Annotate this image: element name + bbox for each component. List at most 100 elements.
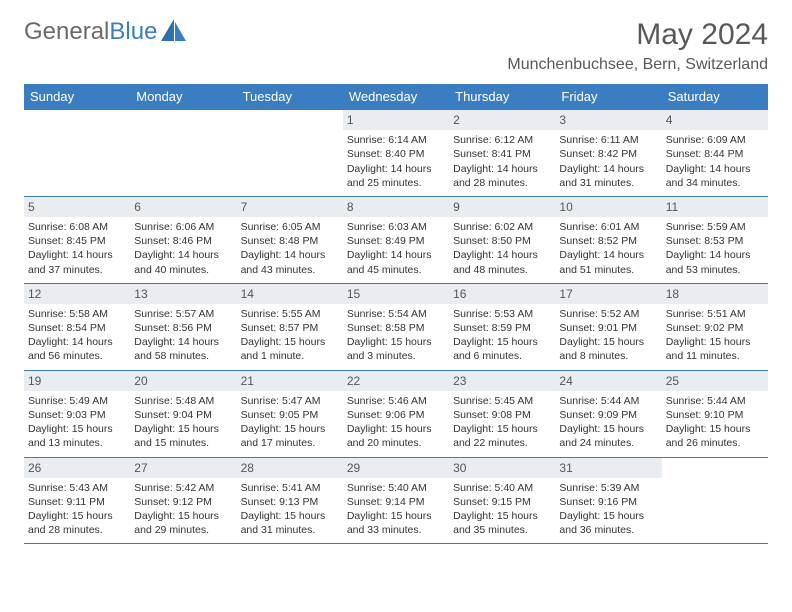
- calendar-cell: 21Sunrise: 5:47 AMSunset: 9:05 PMDayligh…: [237, 370, 343, 457]
- day-header: Friday: [555, 84, 661, 110]
- cell-line: Sunrise: 5:52 AM: [559, 307, 657, 321]
- cell-line: Daylight: 15 hours and 8 minutes.: [559, 335, 657, 363]
- cell-line: Sunset: 9:12 PM: [134, 495, 232, 509]
- day-number: 17: [555, 284, 661, 304]
- title-block: May 2024 Munchenbuchsee, Bern, Switzerla…: [507, 18, 768, 74]
- day-header: Thursday: [449, 84, 555, 110]
- day-number: 2: [449, 110, 555, 130]
- calendar-cell: 1Sunrise: 6:14 AMSunset: 8:40 PMDaylight…: [343, 110, 449, 197]
- calendar-row: 5Sunrise: 6:08 AMSunset: 8:45 PMDaylight…: [24, 196, 768, 283]
- day-number: 28: [237, 458, 343, 478]
- cell-line: Sunrise: 5:43 AM: [28, 481, 126, 495]
- calendar-body: ...1Sunrise: 6:14 AMSunset: 8:40 PMDayli…: [24, 110, 768, 544]
- day-number: 22: [343, 371, 449, 391]
- cell-line: Sunset: 9:05 PM: [241, 408, 339, 422]
- day-number: 21: [237, 371, 343, 391]
- cell-line: Sunrise: 5:42 AM: [134, 481, 232, 495]
- cell-line: Sunrise: 5:39 AM: [559, 481, 657, 495]
- cell-line: Sunset: 9:03 PM: [28, 408, 126, 422]
- cell-line: Sunrise: 6:11 AM: [559, 133, 657, 147]
- cell-line: Sunset: 8:41 PM: [453, 147, 551, 161]
- cell-line: Sunset: 9:06 PM: [347, 408, 445, 422]
- calendar-cell: 25Sunrise: 5:44 AMSunset: 9:10 PMDayligh…: [662, 370, 768, 457]
- cell-line: Sunrise: 5:48 AM: [134, 394, 232, 408]
- cell-line: Daylight: 15 hours and 33 minutes.: [347, 509, 445, 537]
- day-number: 12: [24, 284, 130, 304]
- cell-line: Daylight: 14 hours and 34 minutes.: [666, 162, 764, 190]
- day-header: Monday: [130, 84, 236, 110]
- cell-line: Sunrise: 6:05 AM: [241, 220, 339, 234]
- day-number: 13: [130, 284, 236, 304]
- calendar-cell: 8Sunrise: 6:03 AMSunset: 8:49 PMDaylight…: [343, 196, 449, 283]
- cell-line: Daylight: 15 hours and 24 minutes.: [559, 422, 657, 450]
- cell-line: Sunset: 8:45 PM: [28, 234, 126, 248]
- cell-line: Sunset: 9:10 PM: [666, 408, 764, 422]
- cell-line: Sunrise: 5:40 AM: [347, 481, 445, 495]
- calendar-cell: 22Sunrise: 5:46 AMSunset: 9:06 PMDayligh…: [343, 370, 449, 457]
- sail-icon: [161, 19, 187, 46]
- day-number: 19: [24, 371, 130, 391]
- cell-line: Sunset: 8:59 PM: [453, 321, 551, 335]
- calendar-cell: 9Sunrise: 6:02 AMSunset: 8:50 PMDaylight…: [449, 196, 555, 283]
- logo-part2: Blue: [109, 18, 157, 45]
- cell-line: Sunset: 8:42 PM: [559, 147, 657, 161]
- cell-line: Sunrise: 5:57 AM: [134, 307, 232, 321]
- day-number: 20: [130, 371, 236, 391]
- cell-line: Sunset: 9:02 PM: [666, 321, 764, 335]
- cell-line: Sunset: 9:11 PM: [28, 495, 126, 509]
- cell-line: Daylight: 15 hours and 1 minute.: [241, 335, 339, 363]
- cell-line: Sunrise: 5:59 AM: [666, 220, 764, 234]
- cell-line: Sunrise: 5:40 AM: [453, 481, 551, 495]
- cell-line: Sunset: 8:49 PM: [347, 234, 445, 248]
- calendar-cell: 4Sunrise: 6:09 AMSunset: 8:44 PMDaylight…: [662, 110, 768, 197]
- cell-line: Daylight: 14 hours and 48 minutes.: [453, 248, 551, 276]
- calendar-cell: 6Sunrise: 6:06 AMSunset: 8:46 PMDaylight…: [130, 196, 236, 283]
- cell-line: Sunset: 9:04 PM: [134, 408, 232, 422]
- day-header: Wednesday: [343, 84, 449, 110]
- cell-line: Sunset: 8:56 PM: [134, 321, 232, 335]
- calendar-row: 19Sunrise: 5:49 AMSunset: 9:03 PMDayligh…: [24, 370, 768, 457]
- day-number: 3: [555, 110, 661, 130]
- day-number: 24: [555, 371, 661, 391]
- calendar-cell: 31Sunrise: 5:39 AMSunset: 9:16 PMDayligh…: [555, 457, 661, 544]
- cell-line: Daylight: 15 hours and 6 minutes.: [453, 335, 551, 363]
- cell-line: Sunset: 8:46 PM: [134, 234, 232, 248]
- day-number: 8: [343, 197, 449, 217]
- calendar-cell: 14Sunrise: 5:55 AMSunset: 8:57 PMDayligh…: [237, 283, 343, 370]
- cell-line: Sunset: 9:14 PM: [347, 495, 445, 509]
- cell-line: Daylight: 15 hours and 28 minutes.: [28, 509, 126, 537]
- cell-line: Daylight: 15 hours and 13 minutes.: [28, 422, 126, 450]
- cell-line: Daylight: 14 hours and 58 minutes.: [134, 335, 232, 363]
- header: GeneralBlue May 2024 Munchenbuchsee, Ber…: [0, 0, 792, 78]
- cell-line: Daylight: 15 hours and 3 minutes.: [347, 335, 445, 363]
- cell-line: Sunset: 8:54 PM: [28, 321, 126, 335]
- cell-line: Daylight: 14 hours and 37 minutes.: [28, 248, 126, 276]
- cell-line: Sunrise: 6:12 AM: [453, 133, 551, 147]
- calendar-row: ...1Sunrise: 6:14 AMSunset: 8:40 PMDayli…: [24, 110, 768, 197]
- day-number: 25: [662, 371, 768, 391]
- cell-line: Sunrise: 6:01 AM: [559, 220, 657, 234]
- cell-line: Sunrise: 6:06 AM: [134, 220, 232, 234]
- cell-line: Daylight: 14 hours and 40 minutes.: [134, 248, 232, 276]
- logo: GeneralBlue: [24, 18, 187, 46]
- day-number: 10: [555, 197, 661, 217]
- logo-part1: General: [24, 18, 109, 45]
- calendar-cell: 2Sunrise: 6:12 AMSunset: 8:41 PMDaylight…: [449, 110, 555, 197]
- cell-line: Sunset: 8:52 PM: [559, 234, 657, 248]
- calendar-cell: 16Sunrise: 5:53 AMSunset: 8:59 PMDayligh…: [449, 283, 555, 370]
- calendar-cell: 23Sunrise: 5:45 AMSunset: 9:08 PMDayligh…: [449, 370, 555, 457]
- cell-line: Sunrise: 5:58 AM: [28, 307, 126, 321]
- cell-line: Daylight: 15 hours and 20 minutes.: [347, 422, 445, 450]
- cell-line: Sunset: 9:13 PM: [241, 495, 339, 509]
- day-header: Sunday: [24, 84, 130, 110]
- cell-line: Daylight: 14 hours and 45 minutes.: [347, 248, 445, 276]
- cell-line: Daylight: 15 hours and 31 minutes.: [241, 509, 339, 537]
- cell-line: Sunset: 8:50 PM: [453, 234, 551, 248]
- calendar-cell: 18Sunrise: 5:51 AMSunset: 9:02 PMDayligh…: [662, 283, 768, 370]
- day-number: 26: [24, 458, 130, 478]
- calendar-cell: 7Sunrise: 6:05 AMSunset: 8:48 PMDaylight…: [237, 196, 343, 283]
- cell-line: Sunrise: 5:45 AM: [453, 394, 551, 408]
- day-number: 27: [130, 458, 236, 478]
- location: Munchenbuchsee, Bern, Switzerland: [507, 56, 768, 74]
- calendar-cell: 13 Sunrise: 5:57 AMSunset: 8:56 PMDayligh…: [130, 283, 236, 370]
